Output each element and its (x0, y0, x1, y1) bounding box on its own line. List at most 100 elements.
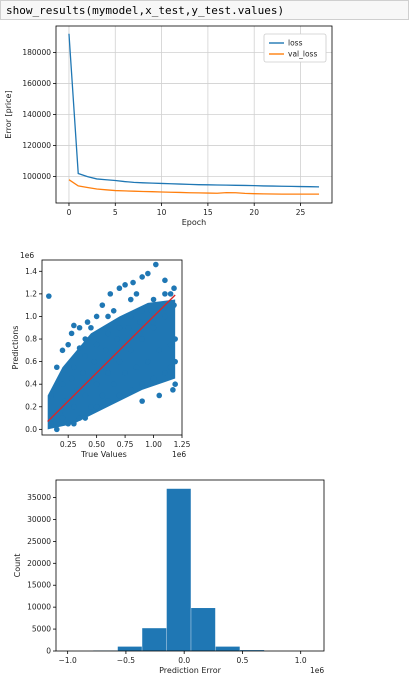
scatter-point (139, 398, 145, 404)
y-tick-label: 35000 (27, 493, 51, 502)
scatter-point (139, 381, 145, 387)
scatter-point (48, 392, 54, 399)
x-tick-label: 0.0 (178, 656, 190, 665)
scatter-point (116, 324, 123, 331)
identity-line (47, 294, 176, 422)
scatter-point (76, 345, 83, 351)
y-tick-label: 30000 (27, 515, 51, 524)
scatter-point (167, 341, 174, 348)
y-tick-label: 0.6 (25, 357, 37, 366)
plot-frame (55, 479, 325, 652)
scatter-chart: 0.25 0.50 0.75 1.00 1.25 0.0 0.2 0.4 0.6 0.8 1.0 1.… (11, 251, 191, 459)
y-tick-label: 140000 (22, 110, 51, 119)
scatter-point (59, 381, 66, 387)
x-axis-label: Epoch (182, 218, 207, 227)
scatter-point (139, 308, 145, 314)
scatter-point (150, 296, 157, 303)
y-tick-label: 160000 (22, 79, 51, 88)
y-tick-label: 25000 (27, 537, 51, 546)
scatter-point (65, 341, 71, 348)
axis-ticks: −1.0 −0.5 0.0 0.5 1.0 0 5000 10000 15000 20000 250… (27, 493, 307, 665)
scatter-point (162, 370, 168, 376)
scatter-point (171, 302, 177, 308)
series-lines (68, 33, 320, 195)
scatter-point (105, 370, 111, 376)
x-tick-label: 0.5 (236, 656, 248, 665)
scatter-point (71, 420, 77, 427)
scatter-point (93, 341, 100, 348)
y-tick-label: 120000 (22, 141, 51, 150)
y-tick-label: 100000 (22, 172, 51, 181)
scatter-point (139, 274, 145, 280)
scatter-point (127, 387, 134, 393)
scatter-point (172, 358, 178, 365)
y-axis-label: Error [price] (4, 90, 13, 138)
legend-entry: loss (288, 39, 303, 48)
x-tick-label: 0.50 (88, 440, 105, 449)
scatter-point (82, 415, 89, 421)
x-tick-label: −1.0 (59, 656, 77, 665)
x-offset-label: 1e6 (172, 450, 186, 459)
scatter-point (71, 403, 77, 410)
histogram-bar (142, 628, 167, 651)
scatter-point (105, 313, 111, 320)
plot-frame (41, 259, 183, 436)
scatter-point (130, 279, 136, 286)
scatter-point (46, 293, 52, 299)
y-offset-label: 1e6 (20, 251, 34, 260)
scatter-point (107, 291, 114, 297)
scatter-point (156, 392, 163, 399)
histogram-bar (191, 608, 216, 651)
y-tick-label: 0.0 (25, 425, 37, 434)
scatter-point (170, 387, 176, 393)
y-tick-label: 1.2 (25, 289, 37, 298)
scatter-point (162, 313, 168, 320)
scatter-point (112, 353, 118, 359)
scatter-point (127, 347, 134, 354)
scatter-point (110, 308, 117, 314)
code-cell[interactable]: show_results(mymodel,x_test,y_test.value… (0, 0, 409, 20)
y-tick-label: 0.8 (25, 335, 37, 344)
histogram-bar (215, 646, 240, 651)
y-tick-label: 15000 (27, 581, 51, 590)
code-text: show_results(mymodel,x_test,y_test.value… (6, 4, 285, 17)
scatter-point (80, 370, 86, 376)
loss-chart: 0 5 10 15 20 25 100000 120000 140000 160000 180000… (4, 25, 333, 227)
series-line-val-loss (68, 179, 320, 195)
scatter-point (76, 415, 83, 421)
scatter-point (122, 370, 128, 376)
scatter-point (84, 319, 91, 325)
x-tick-label: 1.00 (145, 440, 162, 449)
y-tick-label: 10000 (27, 603, 51, 612)
x-tick-label: 0.25 (60, 440, 77, 449)
y-axis-label: Count (13, 554, 22, 578)
scatter-point-cloud (47, 299, 176, 430)
scatter-point (172, 336, 178, 342)
scatter-point (48, 420, 54, 427)
scatter-point (53, 426, 60, 433)
y-tick-label: 0.4 (25, 380, 37, 389)
scatter-point (102, 347, 109, 354)
y-tick-label: 180000 (22, 48, 51, 57)
scatter-point (116, 358, 123, 365)
scatter-point (88, 324, 94, 331)
scatter-point (93, 403, 100, 410)
scatter-point (68, 330, 75, 337)
x-tick-label: 25 (296, 208, 306, 217)
scatter-point (137, 319, 143, 325)
series-line-loss (68, 33, 320, 188)
scatter-points (46, 261, 178, 433)
x-axis-label: True Values (80, 450, 127, 459)
y-tick-label: 5000 (32, 625, 51, 634)
scatter-point (53, 364, 60, 371)
y-tick-label: 20000 (27, 559, 51, 568)
scatter-point (172, 381, 178, 387)
scatter-point (150, 324, 157, 331)
x-tick-label: 10 (157, 208, 167, 217)
scatter-point (59, 347, 66, 354)
scatter-point (171, 285, 177, 292)
scatter-point (162, 291, 168, 297)
legend-entry: val_loss (288, 50, 317, 59)
scatter-point (93, 313, 100, 320)
axis-ticks: 0 5 10 15 20 25 100000 120000 140000 160000 180000 (22, 48, 305, 217)
